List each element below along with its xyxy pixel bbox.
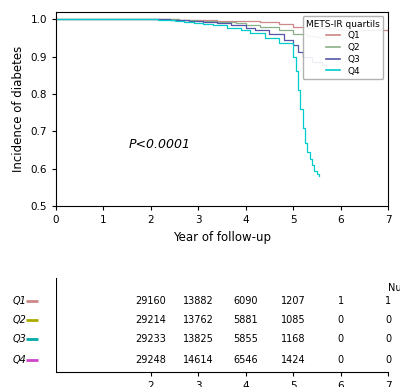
Text: Q2: Q2 [13, 315, 27, 325]
Text: 13882: 13882 [183, 296, 214, 307]
Text: 0: 0 [385, 355, 391, 365]
Text: 0: 0 [338, 355, 344, 365]
Text: 14614: 14614 [183, 355, 214, 365]
Text: 6546: 6546 [234, 355, 258, 365]
Text: 29160: 29160 [136, 296, 166, 307]
Y-axis label: Incidence of diabetes: Incidence of diabetes [12, 46, 25, 172]
Text: 1168: 1168 [281, 334, 305, 344]
Text: 5881: 5881 [234, 315, 258, 325]
Text: Q3: Q3 [13, 334, 27, 344]
Text: 1424: 1424 [281, 355, 306, 365]
Text: 13762: 13762 [183, 315, 214, 325]
Text: 29214: 29214 [136, 315, 166, 325]
Text: 0: 0 [338, 334, 344, 344]
Text: 13825: 13825 [183, 334, 214, 344]
Text: 6090: 6090 [234, 296, 258, 307]
Text: 29248: 29248 [136, 355, 166, 365]
Text: 5855: 5855 [233, 334, 258, 344]
Text: Q1: Q1 [13, 296, 27, 307]
Text: Number at risk: Number at risk [388, 283, 400, 293]
Text: 0: 0 [385, 334, 391, 344]
Text: 0: 0 [385, 315, 391, 325]
Text: Q4: Q4 [13, 355, 27, 365]
Text: 1: 1 [338, 296, 344, 307]
X-axis label: Year of follow-up: Year of follow-up [173, 231, 271, 244]
Text: P<0.0001: P<0.0001 [129, 138, 191, 151]
Text: 1: 1 [385, 296, 391, 307]
Text: 0: 0 [338, 315, 344, 325]
Text: 1085: 1085 [281, 315, 306, 325]
Text: 29233: 29233 [136, 334, 166, 344]
Legend: Q1, Q2, Q3, Q4: Q1, Q2, Q3, Q4 [302, 16, 384, 79]
Text: 1207: 1207 [281, 296, 306, 307]
